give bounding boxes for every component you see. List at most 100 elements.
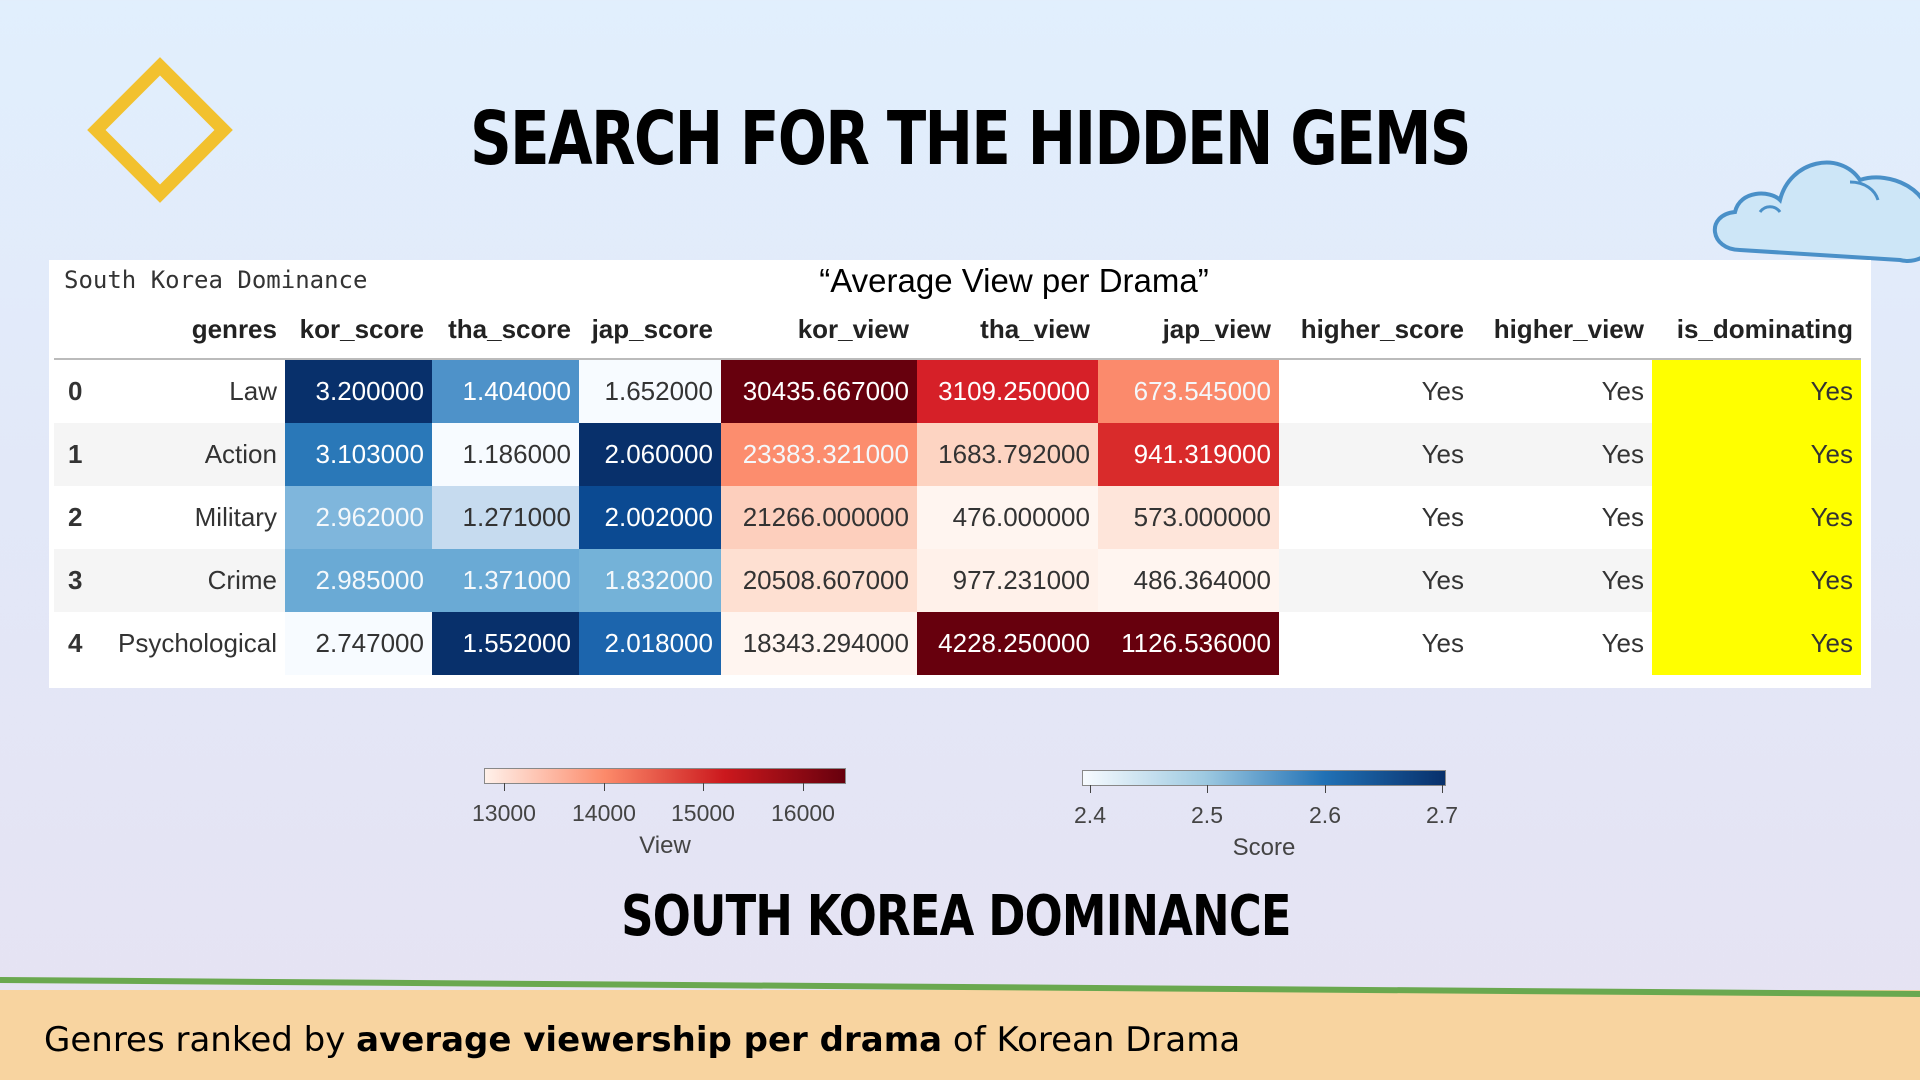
cell-jap-view: 1126.536000 [1097, 612, 1279, 675]
cell-jap-score: 2.002000 [578, 486, 721, 549]
header-higher-view: higher_view [1471, 300, 1652, 360]
cell-genres: Crime [110, 549, 285, 612]
score-tick-label: 2.7 [1426, 802, 1458, 828]
cell-tha-view: 3109.250000 [916, 359, 1098, 423]
table-row: 4 Psychological 2.747000 1.552000 2.018000 18… [54, 612, 1861, 675]
cell-tha-view: 4228.250000 [916, 612, 1098, 675]
cell-is-dominating: Yes [1651, 486, 1861, 549]
cell-tha-score: 1.186000 [431, 423, 579, 486]
view-tick-mark [703, 783, 704, 791]
cell-jap-score: 1.652000 [578, 359, 721, 423]
dominance-table: genres kor_score tha_score jap_score kor… [54, 300, 1861, 675]
cell-kor-score: 3.200000 [284, 359, 432, 423]
cell-kor-score: 2.985000 [284, 549, 432, 612]
cell-jap-view: 486.364000 [1097, 549, 1279, 612]
footer-caption-bold: average viewership per drama [356, 1020, 943, 1060]
header-higher-score: higher_score [1278, 300, 1472, 360]
view-colorbar-gradient [484, 768, 846, 784]
view-tick-mark [803, 783, 804, 791]
header-is-dominating: is_dominating [1651, 300, 1861, 360]
table-subtitle: “Average View per Drama” [819, 262, 1209, 299]
footer-caption: Genres ranked by average viewership per … [44, 1020, 1240, 1060]
cell-genres: Military [194, 502, 277, 532]
row-index: 3 [54, 549, 110, 612]
header-index [54, 300, 110, 360]
table-row: 0 Law 3.200000 1.404000 1.652000 30435.667000… [54, 359, 1861, 423]
score-tick-mark [1207, 785, 1208, 793]
view-tick-label: 16000 [771, 800, 835, 826]
cell-is-dominating: Yes [1651, 359, 1861, 423]
view-tick-label: 14000 [572, 800, 636, 826]
cell-higher-score: Yes [1421, 628, 1464, 658]
row-index: 0 [68, 376, 83, 406]
row-index: 4 [68, 628, 83, 658]
cell-higher-view: Yes [1601, 376, 1644, 406]
score-tick-label: 2.5 [1191, 802, 1223, 828]
cell-higher-score: Yes [1278, 549, 1472, 612]
header-jap-view: jap_view [1097, 300, 1279, 360]
cell-jap-view: 673.545000 [1097, 359, 1279, 423]
header-kor-view: kor_view [720, 300, 917, 360]
view-tick-mark [604, 783, 605, 791]
score-colorbar-label: Score [1232, 834, 1296, 861]
table-row: 2 Military 2.962000 1.271000 2.002000 21266.0… [54, 486, 1861, 549]
cell-is-dominating: Yes [1651, 549, 1861, 612]
score-colorbar-gradient [1082, 770, 1446, 786]
cell-genres: Psychological [118, 628, 277, 658]
view-colorbar-label: View [639, 832, 691, 859]
score-tick-label: 2.6 [1309, 802, 1341, 828]
cell-tha-score: 1.271000 [431, 486, 579, 549]
score-tick-label: 2.4 [1074, 802, 1106, 828]
cell-higher-score: Yes [1278, 423, 1472, 486]
header-kor-score: kor_score [284, 300, 432, 360]
score-tick-mark [1090, 785, 1091, 793]
view-tick-mark [504, 783, 505, 791]
footer-band [0, 990, 1920, 1080]
cell-higher-view: Yes [1601, 502, 1644, 532]
diamond-decoration-icon [87, 57, 233, 203]
cell-kor-view: 21266.000000 [720, 486, 917, 549]
cell-jap-view: 941.319000 [1097, 423, 1279, 486]
row-index: 1 [54, 423, 110, 486]
cell-higher-view: Yes [1601, 628, 1644, 658]
cell-genres: Action [110, 423, 285, 486]
cell-kor-score: 3.103000 [284, 423, 432, 486]
score-tick-mark [1325, 785, 1326, 793]
cell-kor-view: 23383.321000 [720, 423, 917, 486]
cell-jap-score: 2.018000 [578, 612, 721, 675]
cell-tha-score: 1.404000 [431, 359, 579, 423]
view-tick-label: 13000 [472, 800, 536, 826]
cell-tha-view: 476.000000 [916, 486, 1098, 549]
score-colorbar: 2.4 2.5 2.6 2.7 Score [1074, 770, 1458, 870]
cell-genres: Law [229, 376, 277, 406]
footer-divider-line [0, 977, 1920, 997]
footer-caption-suffix: of Korean Drama [942, 1020, 1241, 1060]
cell-kor-view: 30435.667000 [720, 359, 917, 423]
view-colorbar: 13000 14000 15000 16000 View [472, 768, 846, 868]
header-jap-score: jap_score [578, 300, 721, 360]
cell-kor-view: 18343.294000 [720, 612, 917, 675]
view-tick-label: 15000 [671, 800, 735, 826]
cell-jap-score: 2.060000 [578, 423, 721, 486]
cell-is-dominating: Yes [1651, 612, 1861, 675]
cell-kor-score: 2.747000 [284, 612, 432, 675]
score-tick-mark [1442, 785, 1443, 793]
header-tha-view: tha_view [916, 300, 1098, 360]
cell-jap-score: 1.832000 [578, 549, 721, 612]
cell-tha-view: 977.231000 [916, 549, 1098, 612]
cell-is-dominating: Yes [1651, 423, 1861, 486]
table-header-row: genres kor_score tha_score jap_score kor… [54, 300, 1861, 360]
cell-higher-score: Yes [1421, 502, 1464, 532]
cell-tha-score: 1.552000 [431, 612, 579, 675]
header-genres: genres [110, 300, 285, 360]
table-caption: South Korea Dominance [64, 266, 368, 294]
dataframe-panel: South Korea Dominance “Average View per … [49, 260, 1871, 688]
table-row: 3 Crime 2.985000 1.371000 1.832000 20508.6070… [54, 549, 1861, 612]
cell-higher-view: Yes [1471, 549, 1652, 612]
header-tha-score: tha_score [431, 300, 579, 360]
cell-tha-view: 1683.792000 [916, 423, 1098, 486]
cell-jap-view: 573.000000 [1097, 486, 1279, 549]
cell-tha-score: 1.371000 [431, 549, 579, 612]
row-index: 2 [68, 502, 83, 532]
footer-caption-prefix: Genres ranked by [44, 1020, 357, 1060]
